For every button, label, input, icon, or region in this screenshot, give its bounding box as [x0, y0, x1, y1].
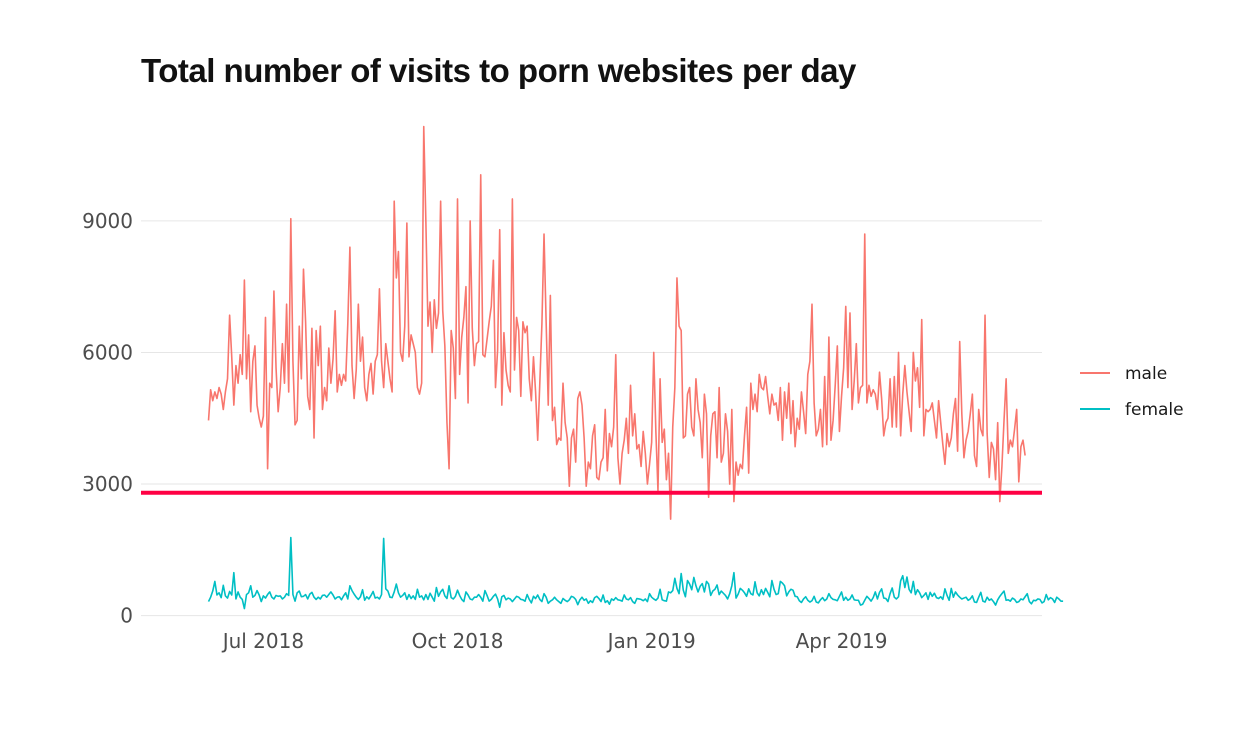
- y-tick-label: 3000: [82, 472, 133, 496]
- y-tick-label: 9000: [82, 209, 133, 233]
- x-tick-label: Jan 2019: [606, 629, 696, 653]
- series-line-female: [207, 536, 1064, 610]
- y-tick-label: 6000: [82, 340, 133, 364]
- x-tick-label: Apr 2019: [796, 629, 888, 653]
- axis-labels: 0 3000 6000 9000 Jul 2018 Oct 2018 Jan 2019 Apr…: [82, 209, 887, 653]
- legend: male female: [1080, 364, 1184, 420]
- series-lines: [207, 125, 1064, 610]
- series-line-male: [207, 125, 1026, 520]
- grid-lines: [141, 220, 1042, 617]
- legend-label-male: male: [1125, 364, 1167, 384]
- chart-title: Total number of visits to porn websites …: [141, 52, 856, 89]
- y-tick-label: 0: [120, 604, 133, 628]
- x-tick-label: Oct 2018: [412, 629, 504, 653]
- legend-label-female: female: [1125, 400, 1184, 420]
- x-tick-label: Jul 2018: [221, 629, 304, 653]
